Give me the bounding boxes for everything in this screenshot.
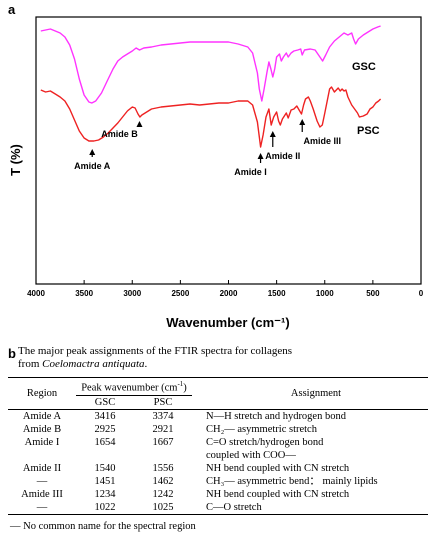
cell-assignment: CH₂— asymmetric stretch: [206, 423, 317, 435]
table-row: Amide B 2925 2921 CH₂— asymmetric stretch: [8, 423, 428, 436]
series-line-psc: [40, 86, 382, 148]
panel-a-label: a: [8, 2, 16, 17]
header-peak-sup: -1: [177, 380, 184, 388]
cell-psc: 1667: [152, 436, 174, 448]
x-axis-ticks: 4000 3500 3000 2500 2000 1500 1000 500 0: [27, 280, 424, 298]
cell-region: —: [36, 475, 48, 487]
cell-region: —: [36, 501, 48, 513]
series-line-gsc: [40, 25, 381, 104]
cell-region: Amide A: [22, 410, 62, 422]
header-peak-text: Peak wavenumber (cm: [81, 382, 178, 394]
caption-line-1: The major peak assignments of the FTIR s…: [18, 345, 293, 357]
series-label-gsc: GSC: [352, 61, 376, 73]
cell-psc: 1242: [152, 488, 174, 500]
peak-table-section: The major peak assignments of the FTIR s…: [8, 345, 428, 532]
annotation-arrow-head: [299, 119, 306, 125]
annotation-arrow-head: [136, 121, 143, 127]
peak-table: Region Peak wavenumber (cm-1) Assignment…: [8, 377, 428, 515]
annotation-label: Amide II: [265, 151, 300, 161]
annotation-label: Amide A: [74, 161, 111, 171]
annotation-arrow-head: [89, 149, 96, 155]
cell-region: Amide II: [22, 462, 62, 474]
panel-b-label: b: [8, 346, 16, 361]
header-psc: PSC: [153, 396, 173, 408]
table-row: — 1022 1025 C—O stretch: [8, 501, 428, 514]
x-tick-label: 4000: [27, 289, 45, 298]
x-tick-label: 500: [366, 289, 380, 298]
cell-psc: 2921: [152, 423, 174, 435]
cell-gsc: 1022: [94, 501, 116, 513]
caption-prefix: from: [18, 358, 43, 370]
x-tick-label: 1500: [268, 289, 286, 298]
x-tick-label: 0: [419, 289, 424, 298]
annotation-arrow-head: [269, 131, 276, 137]
annotation-label: Amide III: [303, 136, 341, 146]
plot-frame: [35, 16, 422, 285]
cell-gsc: 1234: [94, 488, 116, 500]
header-peak-close: ): [183, 382, 187, 394]
spectra-lines: [40, 25, 382, 148]
x-tick-label: 3000: [123, 289, 141, 298]
cell-assignment: coupled with COO—: [206, 449, 296, 461]
cell-gsc: 2925: [94, 423, 116, 435]
cell-gsc: [76, 449, 134, 462]
y-axis-label: T (%): [8, 144, 23, 176]
annotation-label: Amide B: [101, 129, 138, 139]
table-caption: The major peak assignments of the FTIR s…: [18, 345, 428, 371]
table-row: Amide A 3416 3374 N—H stretch and hydrogen …: [8, 409, 428, 423]
cell-psc: 1462: [152, 475, 174, 487]
cell-assignment: NH bend coupled with CN stretch: [206, 488, 350, 500]
cell-region: [8, 449, 76, 462]
cell-assignment: C=O stretch/hydrogen bond: [206, 436, 324, 448]
caption-suffix: .: [144, 358, 148, 370]
ftir-chart: T (%) 4000 3500 3000 2500 2000 1500 1000 500 0 A…: [8, 16, 424, 330]
cell-assignment: CH₃— asymmetric bend： mainly lipids: [206, 475, 378, 487]
x-tick-label: 2500: [171, 289, 189, 298]
header-peak: Peak wavenumber (cm-1): [76, 377, 192, 396]
x-axis-label: Wavenumber (cm⁻¹): [166, 315, 289, 330]
cell-psc: 1556: [152, 462, 174, 474]
x-tick-label: 3500: [75, 289, 93, 298]
header-region: Region: [26, 387, 58, 399]
cell-region: Amide B: [22, 423, 62, 435]
header-gsc: GSC: [94, 396, 116, 408]
annotation-arrow-head: [257, 153, 264, 159]
table-row: Amide III 1234 1242 NH bend coupled with CN…: [8, 488, 428, 501]
cell-psc: [134, 449, 192, 462]
cell-gsc: 1451: [94, 475, 116, 487]
table-row: Amide I 1654 1667 C=O stretch/hydrogen bond: [8, 436, 428, 449]
caption-species: Coelomactra antiquata: [42, 358, 145, 370]
cell-assignment: N—H stretch and hydrogen bond: [206, 410, 346, 422]
table-footnote: — No common name for the spectral region: [10, 520, 196, 532]
table-row: Amide II 1540 1556 NH bend coupled with CN …: [8, 462, 428, 475]
cell-gsc: 1654: [94, 436, 116, 448]
annotation-label: Amide I: [234, 167, 267, 177]
table-body: Amide A 3416 3374 N—H stretch and hydrogen …: [8, 409, 428, 514]
table-row: — 1451 1462 CH₃— asymmetric bend： mainly li…: [8, 475, 428, 488]
series-label-psc: PSC: [357, 125, 380, 137]
x-tick-label: 2000: [220, 289, 238, 298]
cell-assignment: NH bend coupled with CN stretch: [206, 462, 350, 474]
cell-region: Amide I: [24, 436, 60, 448]
cell-assignment: C—O stretch: [206, 501, 262, 513]
header-assignment: Assignment: [290, 387, 342, 399]
x-tick-label: 1000: [316, 289, 334, 298]
cell-gsc: 3416: [94, 410, 116, 422]
cell-psc: 3374: [152, 410, 174, 422]
cell-region: Amide III: [21, 488, 63, 500]
cell-psc: 1025: [152, 501, 174, 513]
table-row: coupled with COO—: [8, 449, 428, 462]
cell-gsc: 1540: [94, 462, 116, 474]
